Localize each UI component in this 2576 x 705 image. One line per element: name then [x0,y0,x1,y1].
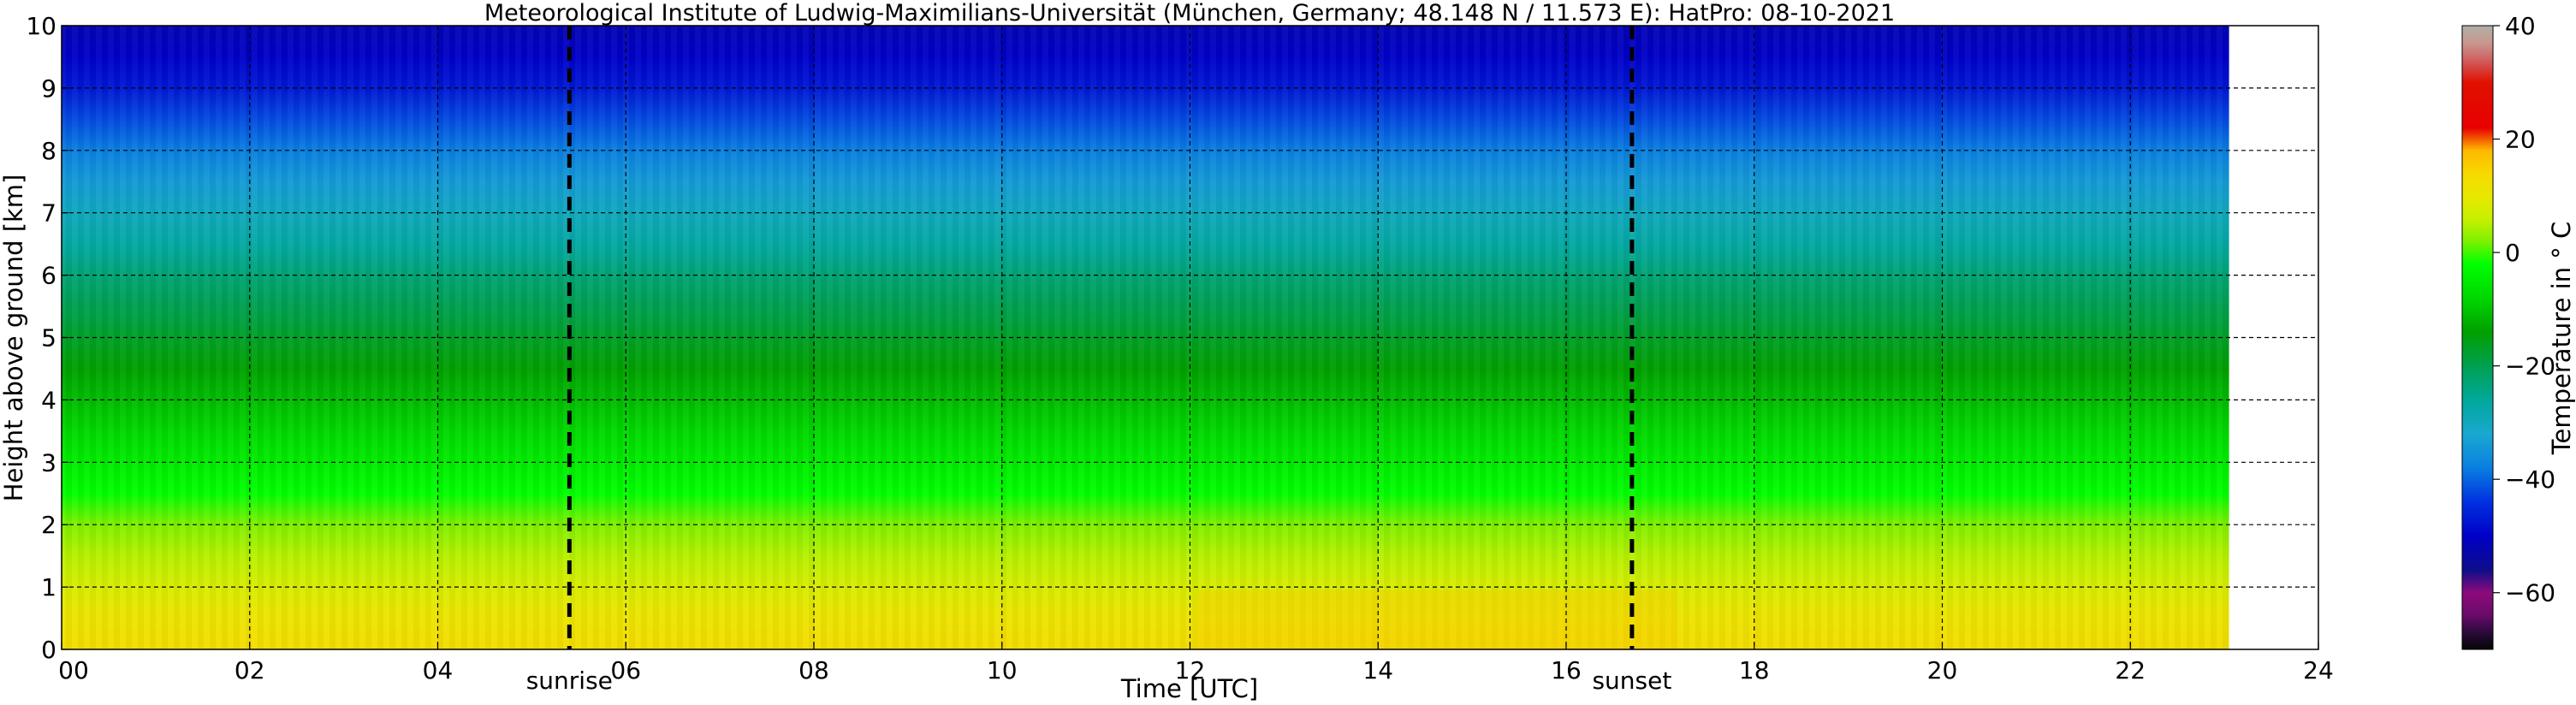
colorbar-frame [2461,25,2494,650]
x-tick-label: 16 [1551,656,1582,684]
x-axis-ticks: 00 02 04 06 08 10 12 14 16 18 20 22 24 [58,643,2334,684]
y-tick-label: 0 [41,636,56,664]
colorbar-ticks: −60 −40 −20 0 20 40 [2493,12,2555,607]
x-tick-label: 02 [234,656,265,684]
y-tick-label: 2 [41,511,56,539]
x-tick-label: 22 [2115,656,2146,684]
colorbar-fill [2462,26,2493,649]
x-tick-label: 00 [58,656,89,684]
x-tick-label: 20 [1927,656,1958,684]
colorbar-tick-label: 0 [2505,239,2520,267]
y-tick-label: 8 [41,137,56,165]
chart-title: Meteorological Institute of Ludwig-Maxim… [484,0,1895,27]
sun-labels: sunrise sunset [526,666,1672,695]
x-tick-label: 12 [1175,656,1206,684]
x-tick-label: 14 [1362,656,1393,684]
colorbar-tick-label: 20 [2505,126,2536,154]
colorbar: −60 −40 −20 0 20 40 Temperature in ° C [2461,12,2576,650]
x-tick-label: 04 [423,656,454,684]
y-tick-label: 3 [41,448,56,477]
x-tick-label: 18 [1739,656,1770,684]
y-tick-label: 9 [41,74,56,103]
y-tick-label: 6 [41,262,56,290]
colorbar-tick-label: 40 [2505,12,2536,40]
y-axis-label: Height above ground [km] [0,175,28,502]
sun-lines [567,26,1635,649]
colorbar-tick-label: −20 [2505,352,2555,381]
y-tick-label: 10 [26,12,56,40]
grid-lines [62,26,2318,649]
y-axis-ticks: 0 1 2 3 4 5 6 7 8 9 10 [26,12,68,664]
plot-area [61,25,2319,650]
colorbar-tick-label: −60 [2505,579,2555,607]
y-tick-label: 4 [41,386,56,414]
y-tick-label: 7 [41,199,56,228]
x-tick-label: 10 [987,656,1018,684]
x-axis-label: Time [UTC] [1120,674,1258,703]
evening-warm-patch [1198,590,1677,649]
x-tick-label: 24 [2303,656,2334,684]
sunset-label: sunset [1592,666,1671,695]
sunrise-label: sunrise [526,666,613,695]
x-tick-label: 06 [610,656,641,684]
y-tick-label: 5 [41,324,56,352]
colorbar-label: Temperature in ° C [2547,222,2576,456]
y-tick-label: 1 [41,573,56,601]
colorbar-tick-label: −40 [2505,465,2555,494]
x-tick-label: 08 [798,656,829,684]
